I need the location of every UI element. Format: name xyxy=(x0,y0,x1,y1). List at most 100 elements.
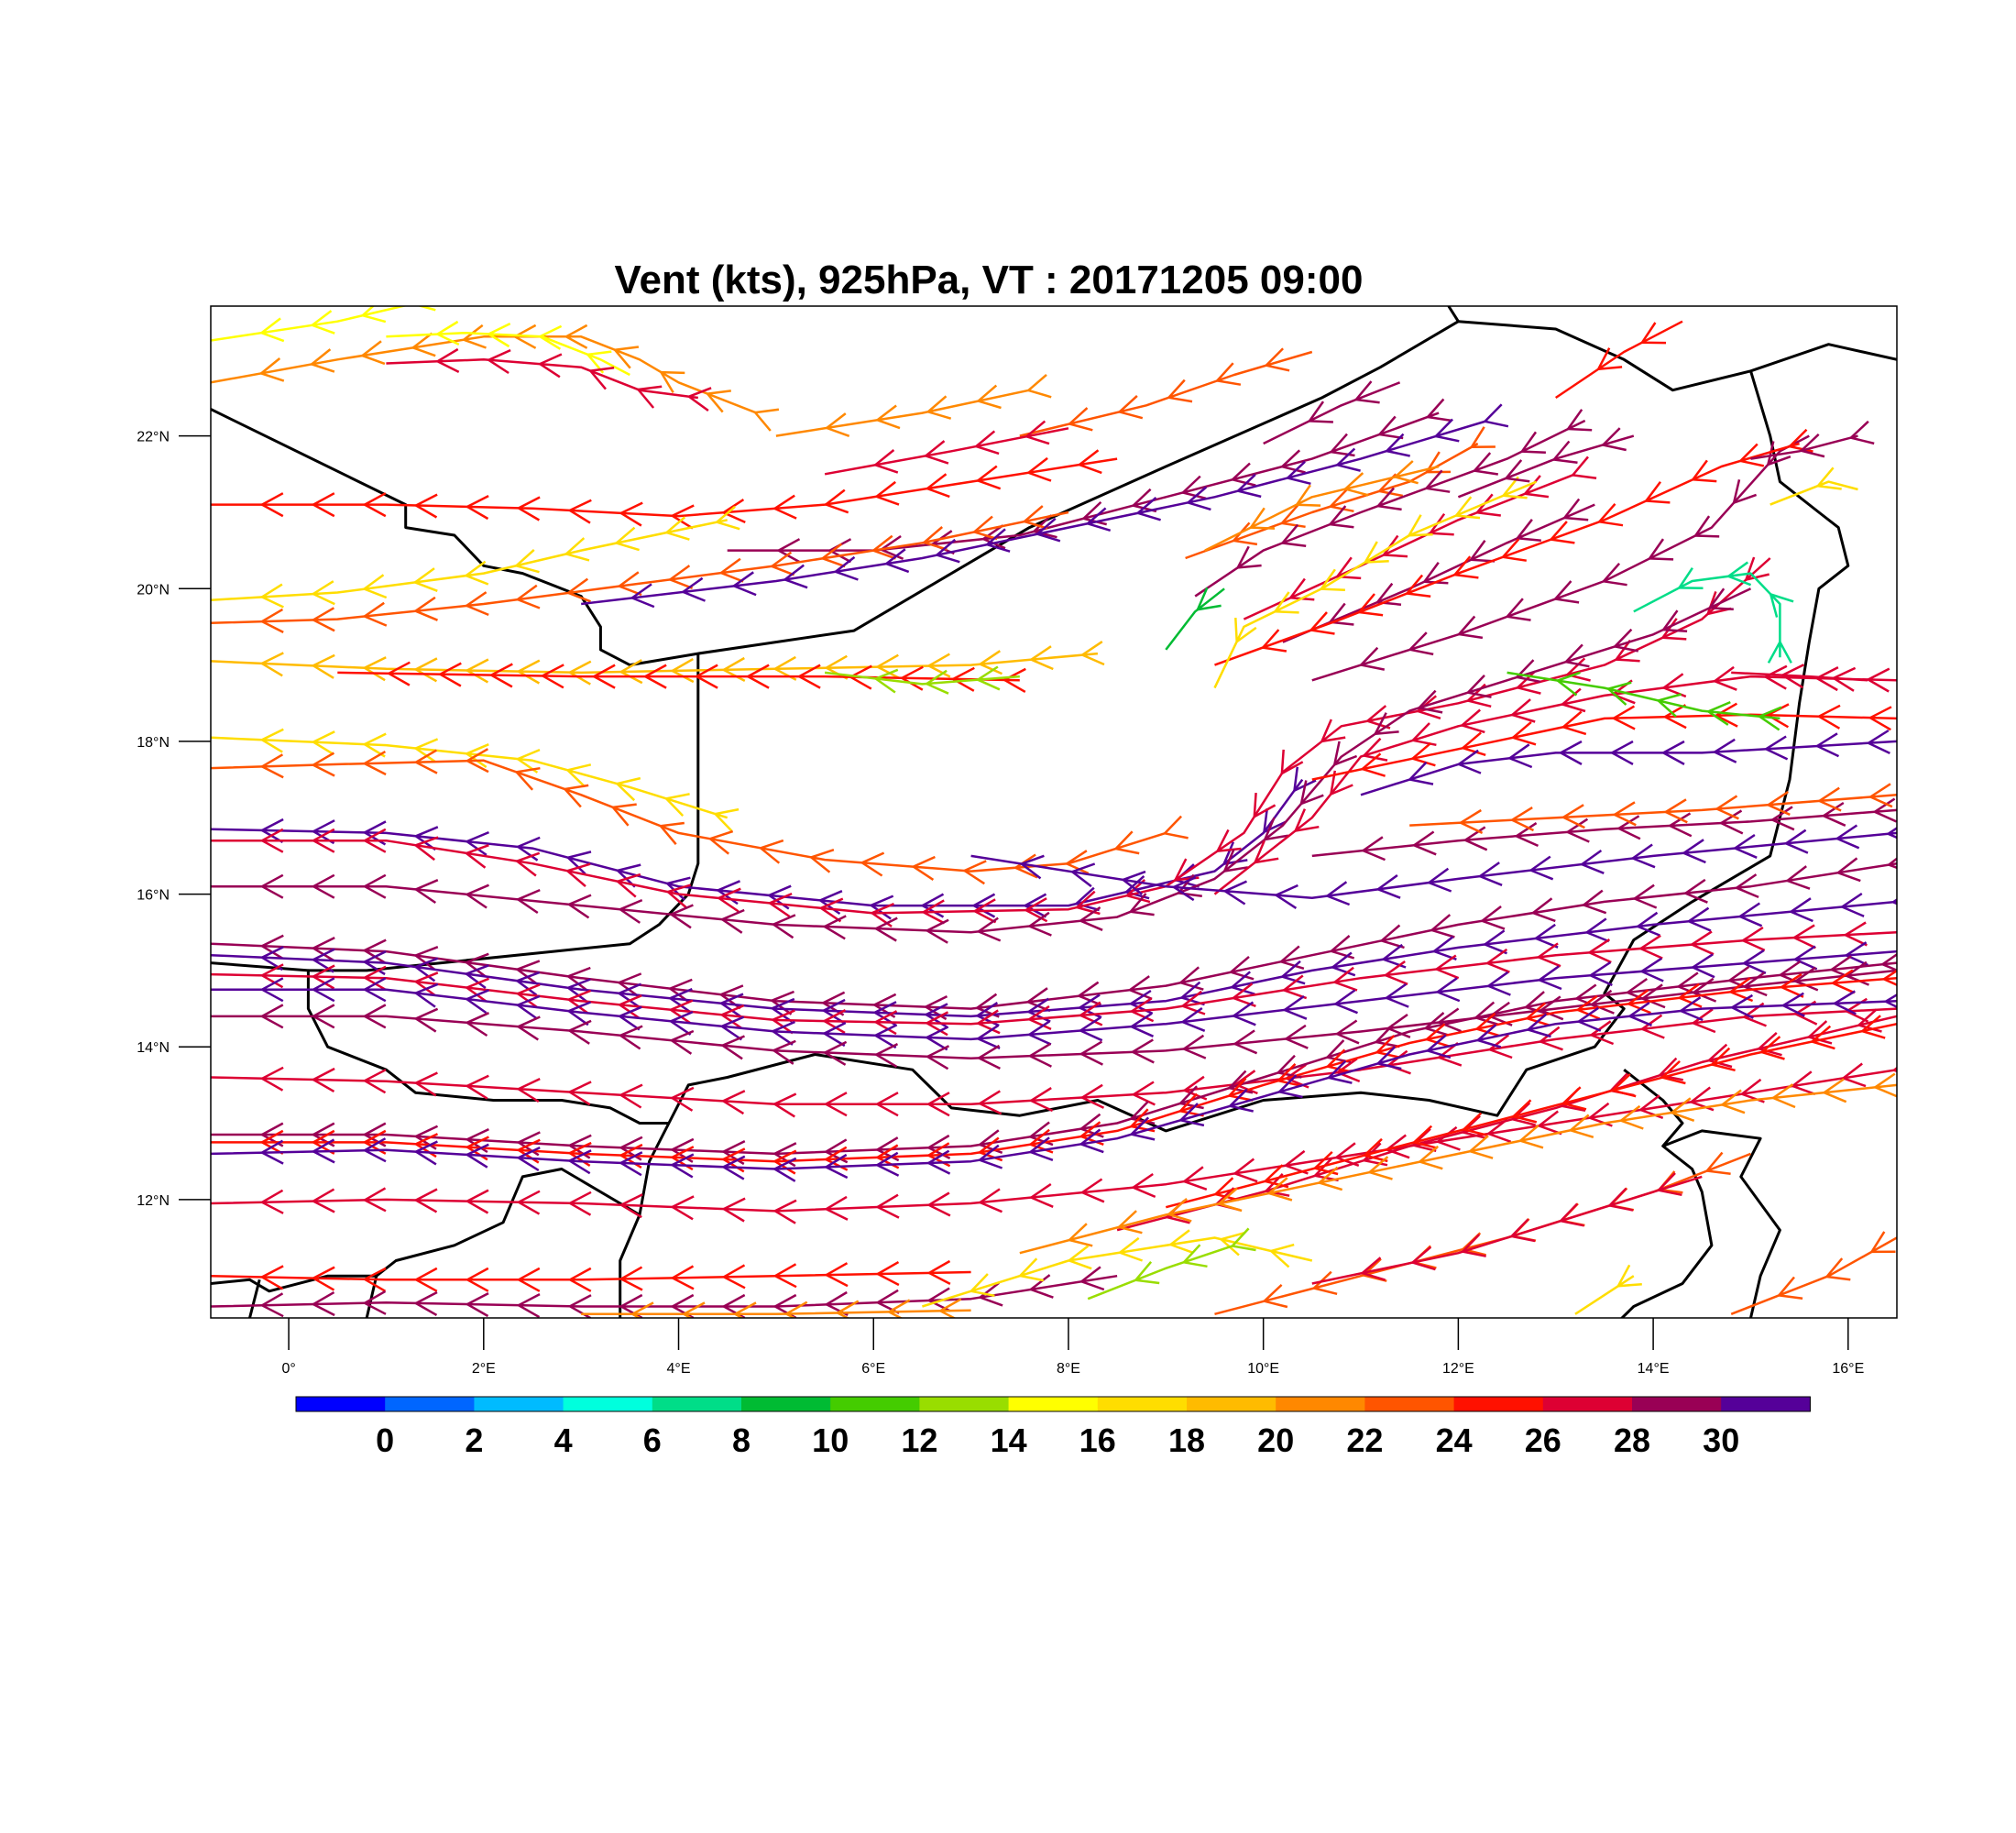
arrowhead xyxy=(1265,1173,1290,1197)
colorbar-swatch xyxy=(1008,1397,1099,1411)
arrowhead xyxy=(1264,817,1289,841)
arrowhead xyxy=(466,743,489,769)
streamline-path xyxy=(211,969,1897,1059)
arrowhead xyxy=(363,492,387,518)
arrowhead xyxy=(1065,850,1090,875)
lat-tick-label: 14°N xyxy=(137,1040,170,1056)
arrowhead xyxy=(669,999,694,1025)
arrowhead xyxy=(927,1259,951,1286)
arrowhead xyxy=(260,1265,284,1290)
arrowhead xyxy=(772,1009,795,1035)
arrowhead xyxy=(1196,587,1222,611)
arrowhead xyxy=(977,1025,1001,1050)
arrowhead xyxy=(1639,934,1663,960)
arrowhead xyxy=(1566,409,1593,432)
arrowhead xyxy=(260,818,284,843)
arrowhead xyxy=(1436,977,1461,1003)
arrowhead xyxy=(1078,981,1101,1006)
arrowhead xyxy=(1626,977,1650,1003)
arrowhead xyxy=(312,964,335,990)
streamline-path xyxy=(824,671,1020,686)
arrowhead xyxy=(1470,426,1496,449)
arrowhead xyxy=(1845,941,1869,967)
arrowhead xyxy=(1267,1177,1293,1202)
arrowhead xyxy=(659,821,685,846)
streamline-path xyxy=(386,358,698,400)
arrowhead xyxy=(1715,795,1739,820)
arrowhead xyxy=(1870,1231,1896,1254)
arrowhead xyxy=(1289,577,1315,601)
colorbar-label: 10 xyxy=(812,1421,849,1459)
arrowhead xyxy=(1378,473,1404,498)
arrowhead xyxy=(1466,675,1492,698)
arrowhead xyxy=(1263,1283,1288,1309)
arrowhead xyxy=(1469,540,1496,563)
streamline xyxy=(386,320,630,377)
arrowhead xyxy=(619,1025,643,1050)
arrowhead xyxy=(1462,731,1486,756)
arrowhead xyxy=(260,934,284,960)
arrowhead xyxy=(1613,801,1637,827)
arrowhead xyxy=(1411,1246,1436,1271)
arrowhead xyxy=(1029,1087,1054,1113)
streamline-path xyxy=(581,419,1488,606)
arrowhead xyxy=(1408,514,1433,537)
streamline xyxy=(824,665,1020,695)
arrowhead xyxy=(312,653,335,679)
streamline xyxy=(211,324,780,432)
arrowhead xyxy=(671,1086,695,1112)
arrowhead xyxy=(1333,741,1358,766)
arrowhead xyxy=(1487,1118,1512,1143)
arrowhead xyxy=(1412,1125,1438,1149)
arrowhead xyxy=(1582,889,1607,915)
arrowhead xyxy=(682,576,706,602)
arrowhead xyxy=(260,492,284,518)
arrowhead xyxy=(1136,496,1161,521)
arrowhead xyxy=(1282,974,1308,1000)
arrowhead xyxy=(669,1010,694,1036)
arrowhead xyxy=(1758,706,1782,731)
arrowhead xyxy=(1527,1013,1551,1038)
arrowhead xyxy=(1882,969,1897,987)
streamline-path xyxy=(1633,572,1781,658)
arrowhead xyxy=(466,494,489,521)
arrowhead xyxy=(972,515,998,541)
arrowhead xyxy=(630,583,655,609)
colorbar: 0 2 4 6 8 10 12 14 16 18 20 22 24 26 28 30 xyxy=(295,1396,1811,1459)
streamline xyxy=(1311,1172,1703,1285)
arrowhead xyxy=(1835,824,1860,850)
arrowhead xyxy=(1713,665,1737,691)
colorbar-swatch xyxy=(1097,1397,1188,1411)
arrowhead xyxy=(1764,735,1789,761)
arrowhead xyxy=(416,306,436,312)
arrowhead xyxy=(643,664,667,689)
arrowhead xyxy=(1336,556,1362,580)
arrowhead xyxy=(1358,593,1384,617)
colorbar-label: 4 xyxy=(554,1421,573,1459)
streamline xyxy=(211,728,740,832)
arrowhead xyxy=(568,1191,592,1216)
arrowhead xyxy=(1779,960,1803,986)
arrowhead xyxy=(414,1188,438,1213)
arrowhead xyxy=(1354,380,1380,404)
arrowhead xyxy=(619,1193,643,1219)
streamline xyxy=(1730,1231,1897,1315)
arrowhead xyxy=(1214,1177,1240,1202)
arrowhead xyxy=(973,898,997,924)
arrowhead xyxy=(1086,507,1112,532)
arrowhead xyxy=(260,317,285,343)
arrowhead xyxy=(1602,562,1627,587)
arrowhead xyxy=(568,1019,592,1045)
arrowhead xyxy=(828,538,852,564)
streamline xyxy=(1457,427,1635,499)
arrowhead xyxy=(1434,418,1460,443)
arrowhead xyxy=(439,662,462,687)
arrowhead xyxy=(1269,1243,1295,1268)
arrowhead xyxy=(1589,960,1613,987)
arrowhead xyxy=(1640,322,1667,345)
arrowhead xyxy=(1026,987,1051,1013)
arrowhead xyxy=(616,776,641,802)
arrowhead xyxy=(363,574,388,599)
arrowhead xyxy=(1474,1001,1499,1026)
arrowhead xyxy=(260,753,284,779)
